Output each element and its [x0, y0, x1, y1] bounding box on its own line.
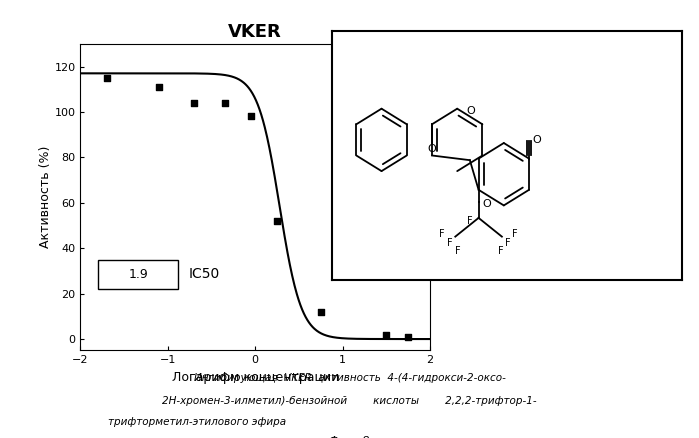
Point [188, 99, 200, 106]
Title: VKER: VKER [229, 23, 282, 41]
FancyBboxPatch shape [98, 260, 178, 289]
Text: O: O [533, 135, 542, 145]
Text: F: F [447, 238, 452, 248]
Text: IC50: IC50 [189, 267, 220, 281]
Text: 1.9: 1.9 [128, 268, 148, 281]
Point [245, 113, 257, 120]
Point [271, 217, 282, 224]
Y-axis label: Активность (%): Активность (%) [38, 146, 52, 248]
Text: F: F [505, 238, 510, 248]
Point [315, 308, 326, 315]
Text: F: F [498, 246, 503, 256]
Text: F: F [467, 216, 473, 226]
Text: O: O [466, 106, 475, 116]
Point [153, 84, 165, 91]
Text: F: F [455, 246, 461, 256]
Text: O: O [428, 144, 436, 154]
Text: O: O [482, 199, 491, 209]
Text: трифторметил-этилового эфира: трифторметил-этилового эфира [108, 417, 287, 427]
Point [403, 333, 414, 340]
Text: F: F [440, 229, 445, 239]
Text: Фиг.  8: Фиг. 8 [329, 436, 370, 438]
Text: F: F [512, 229, 518, 239]
Point [101, 74, 112, 81]
Text: Ингибирующая  VKER  активность  4-(4-гидрокси-2-оксо-: Ингибирующая VKER активность 4-(4-гидрок… [194, 373, 505, 383]
Point [219, 99, 230, 106]
Point [380, 331, 391, 338]
X-axis label: Логарифм концентрации: Логарифм концентрации [171, 371, 339, 384]
Text: 2Н-хромен-3-илметил)-бензойной        кислоты        2,2,2-трифтор-1-: 2Н-хромен-3-илметил)-бензойной кислоты 2… [162, 396, 537, 406]
